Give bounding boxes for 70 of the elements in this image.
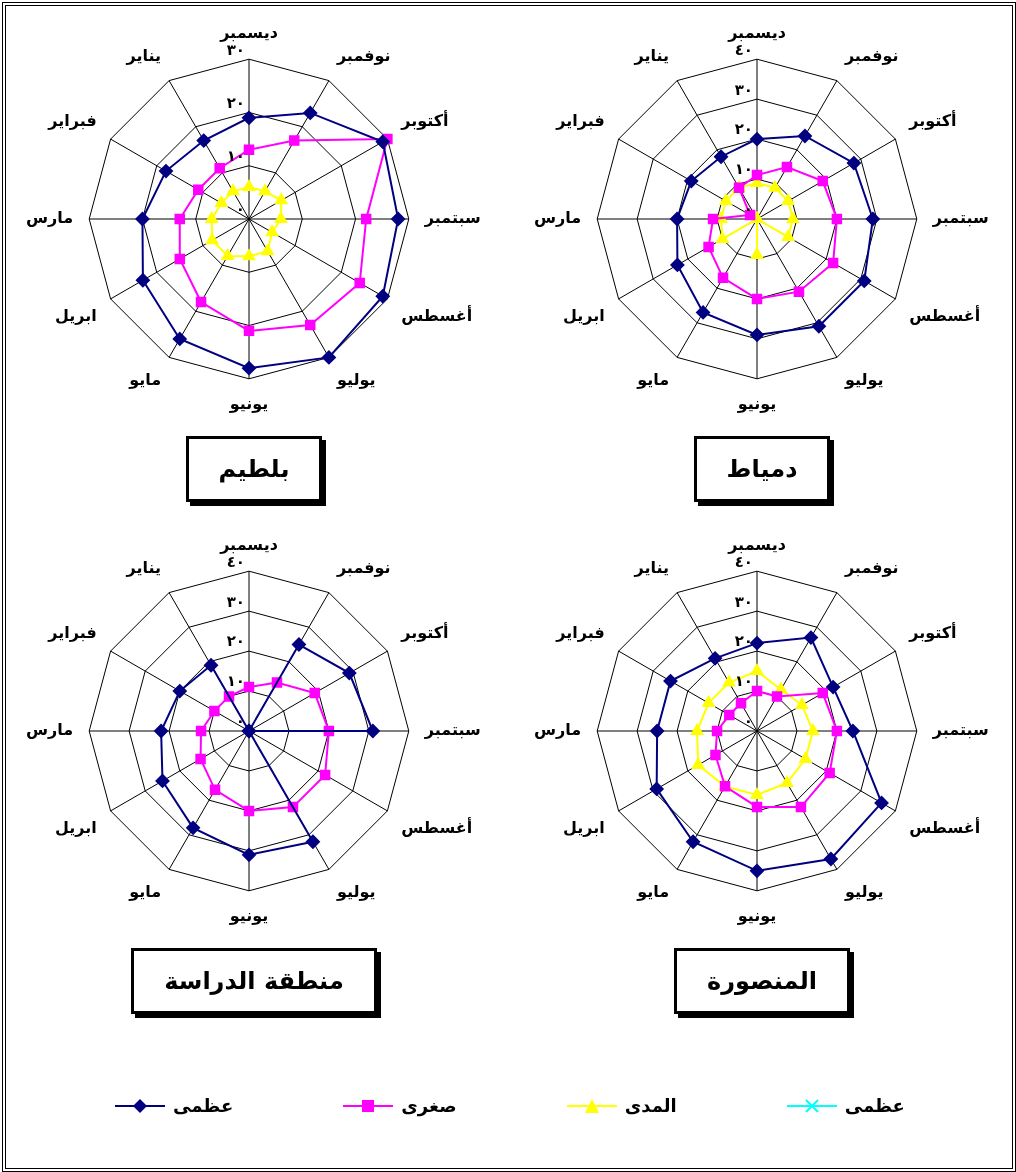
spoke-label: ابريل <box>55 305 97 325</box>
spoke-label: سبتمبر <box>931 208 989 228</box>
spoke-label: يونيو <box>228 905 269 925</box>
spoke-label: نوفمبر <box>843 46 899 66</box>
text: عظمى <box>844 1095 905 1116</box>
spoke-label: فبراير <box>555 622 605 642</box>
spoke-label: يونيو <box>736 905 777 925</box>
spoke-label: يوليو <box>335 882 376 901</box>
spoke-label: مارس <box>534 720 582 740</box>
y-tick-label: ١٠ <box>734 672 753 691</box>
y-tick-label: ٢٠ <box>226 632 245 651</box>
spoke-label: سبتمبر <box>423 720 481 740</box>
y-tick-label: ٠ <box>743 200 753 219</box>
y-tick-label: ٢٠ <box>734 120 753 139</box>
y-tick-label: ٠ <box>235 200 245 219</box>
spoke-label: نوفمبر <box>335 558 391 578</box>
spoke-label: فبراير <box>555 110 605 130</box>
spoke-label: يناير <box>125 558 162 578</box>
spoke-label: فبراير <box>47 110 97 130</box>
spoke-label: نوفمبر <box>335 46 391 66</box>
text: بلطيم <box>185 436 323 502</box>
spoke-label: فبراير <box>47 622 97 642</box>
y-tick-label: ٣٠ <box>734 80 753 99</box>
spoke-label: يوليو <box>335 370 376 389</box>
y-tick-label: ٠ <box>743 712 753 731</box>
text: دمياط <box>693 436 831 502</box>
spoke-label: يونيو <box>228 393 269 413</box>
spoke-label: مايو <box>636 882 670 901</box>
spoke-label: ديسمبر <box>219 22 278 42</box>
spoke-label: سبتمبر <box>931 720 989 740</box>
spoke-label: ابريل <box>55 817 97 837</box>
spoke-label: ابريل <box>563 817 605 837</box>
spoke-label: مارس <box>26 208 74 228</box>
y-tick-label: ١٠ <box>734 160 753 179</box>
spoke-label: ديسمبر <box>727 534 786 554</box>
spoke-label: أغسطس <box>909 816 981 837</box>
spoke-label: أغسطس <box>401 304 473 325</box>
spoke-label: مايو <box>128 370 162 389</box>
spoke-label: أكتوبر <box>908 109 957 130</box>
y-tick-label: ٢٠ <box>734 632 753 651</box>
spoke-label: ديسمبر <box>219 534 278 554</box>
y-tick-label: ٣٠ <box>226 592 245 611</box>
spoke-label: أكتوبر <box>908 621 957 642</box>
text: منطقة الدراسة <box>131 948 377 1014</box>
y-tick-label: ٣٠ <box>734 592 753 611</box>
spoke-label: يناير <box>633 46 670 66</box>
spoke-label: ابريل <box>563 305 605 325</box>
spoke-label: مارس <box>26 720 74 740</box>
spoke-label: يناير <box>125 46 162 66</box>
y-tick-label: ٠ <box>235 712 245 731</box>
spoke-label: أكتوبر <box>400 621 449 642</box>
spoke-label: يوليو <box>843 882 884 901</box>
spoke-label: يناير <box>633 558 670 578</box>
spoke-label: سبتمبر <box>423 208 481 228</box>
spoke-label: أغسطس <box>401 816 473 837</box>
y-tick-label: ١٠ <box>226 672 245 691</box>
legend-label: المدى <box>624 1095 677 1116</box>
spoke-label: مايو <box>128 882 162 901</box>
spoke-label: مارس <box>534 208 582 228</box>
legend-label: عظمى <box>173 1095 234 1116</box>
spoke-label: أكتوبر <box>400 109 449 130</box>
text: المنصورة <box>674 948 850 1014</box>
y-tick-label: ٢٠ <box>226 93 245 112</box>
spoke-label: نوفمبر <box>843 558 899 578</box>
spoke-label: أغسطس <box>909 304 981 325</box>
spoke-label: يوليو <box>843 370 884 389</box>
legend-label: صغرى <box>401 1095 457 1116</box>
spoke-label: يونيو <box>736 393 777 413</box>
spoke-label: مايو <box>636 370 670 389</box>
spoke-label: ديسمبر <box>727 22 786 42</box>
